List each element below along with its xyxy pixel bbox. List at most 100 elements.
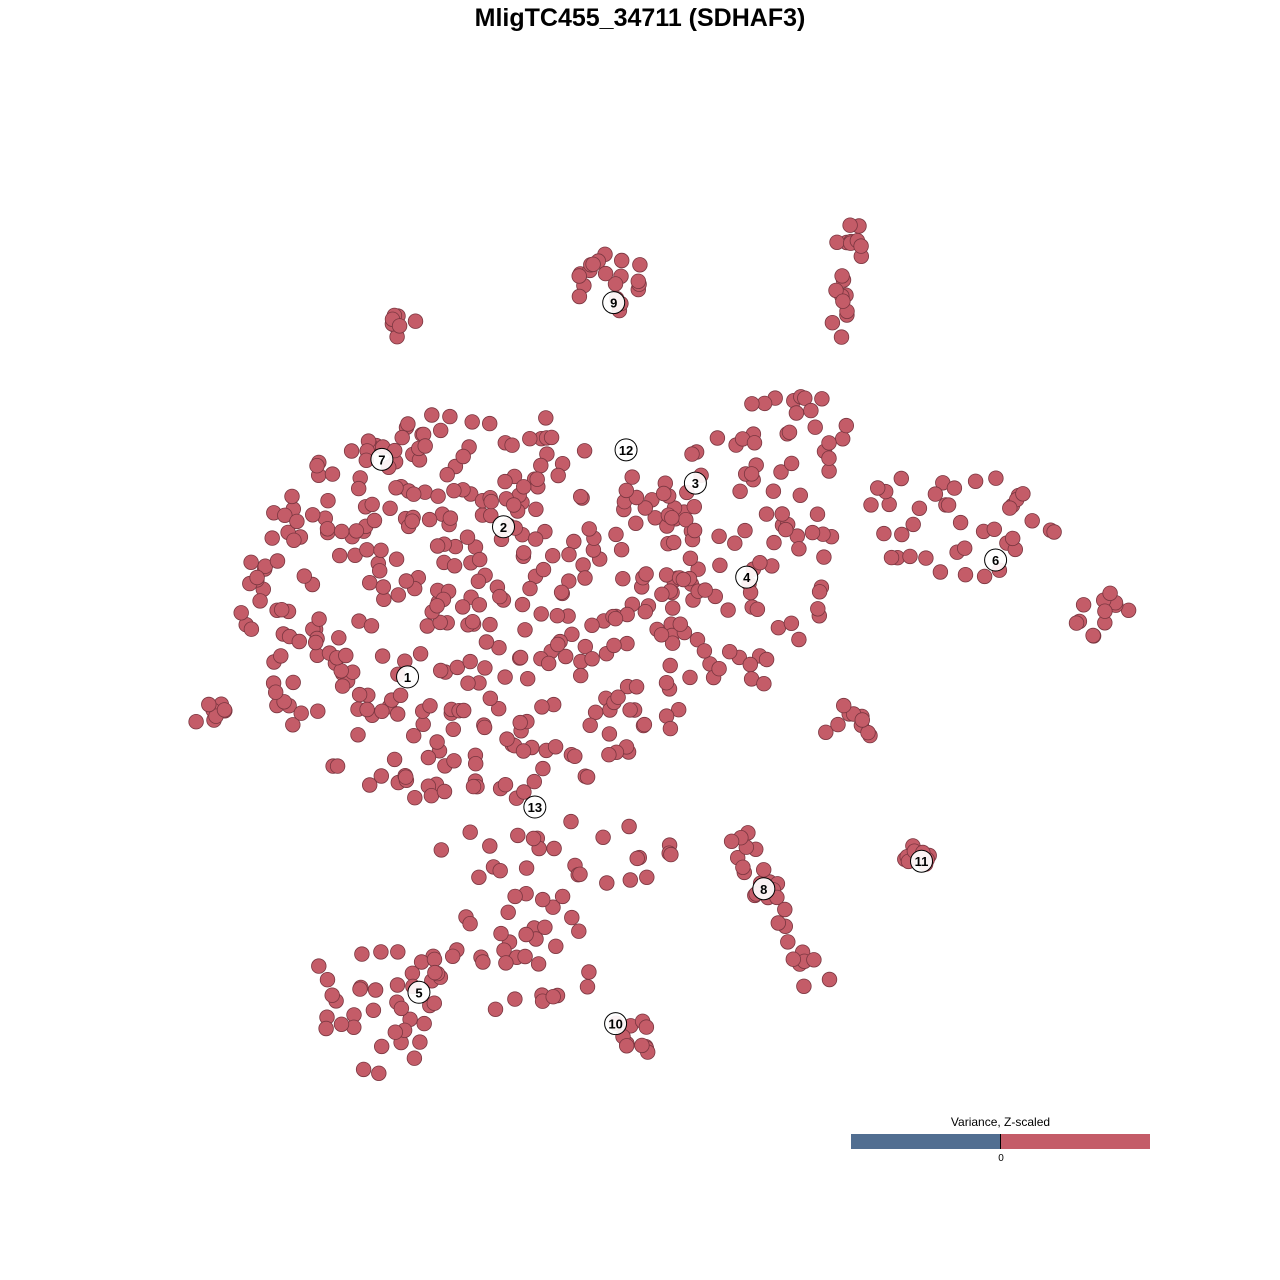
data-point <box>436 783 453 800</box>
data-point <box>308 634 324 651</box>
data-point <box>371 1065 387 1082</box>
data-point <box>662 657 678 674</box>
data-point <box>584 617 600 634</box>
data-point <box>386 751 403 768</box>
data-point <box>533 606 549 622</box>
data-point <box>664 510 680 526</box>
data-point <box>595 829 611 846</box>
data-point <box>482 415 498 432</box>
data-point <box>905 516 921 533</box>
cluster-label-circle <box>735 565 759 589</box>
cluster-label-text: 11 <box>915 854 929 869</box>
data-point <box>894 526 910 543</box>
cluster-label-8: 8 <box>752 877 776 901</box>
data-point <box>613 542 630 558</box>
data-point <box>828 282 844 299</box>
data-point <box>585 256 601 273</box>
data-point <box>419 618 436 634</box>
data-point <box>811 584 828 600</box>
data-point <box>445 721 462 738</box>
data-point <box>460 675 476 691</box>
data-point <box>546 840 562 857</box>
data-point <box>343 443 360 459</box>
data-point <box>711 528 727 545</box>
data-point <box>497 473 513 490</box>
data-point <box>359 701 375 718</box>
data-point <box>477 660 493 676</box>
data-point <box>286 532 302 549</box>
data-point <box>720 602 736 618</box>
data-point <box>515 743 532 759</box>
data-point <box>404 513 420 529</box>
cluster-label-text: 1 <box>404 670 411 685</box>
data-point <box>601 747 617 763</box>
data-point <box>744 396 760 412</box>
data-point <box>498 955 514 971</box>
data-point <box>584 651 600 667</box>
cluster-label-6: 6 <box>984 548 1008 572</box>
data-point <box>637 604 654 620</box>
data-point <box>406 728 422 744</box>
data-point <box>653 627 670 643</box>
data-point <box>545 989 561 1005</box>
data-point <box>579 769 596 785</box>
data-point <box>518 926 534 943</box>
data-point <box>564 626 580 643</box>
data-point <box>324 987 340 1003</box>
data-point <box>621 818 637 835</box>
data-point <box>529 471 545 487</box>
data-point <box>770 915 787 931</box>
data-point <box>622 702 638 718</box>
cluster-label-2: 2 <box>492 515 515 539</box>
data-point <box>778 521 794 538</box>
data-point <box>482 838 498 854</box>
data-point <box>781 424 798 441</box>
chart-title: MligTC455_34711 (SDHAF3) <box>474 4 806 32</box>
data-point <box>634 1037 650 1054</box>
data-point <box>810 601 826 617</box>
data-point <box>491 701 507 717</box>
data-point <box>742 656 759 673</box>
data-point <box>334 678 351 694</box>
data-point <box>893 470 910 487</box>
data-point <box>554 888 571 905</box>
data-point <box>1015 486 1031 502</box>
data-point <box>783 455 800 472</box>
data-point <box>550 636 566 653</box>
data-point <box>439 467 455 483</box>
data-point <box>818 724 834 741</box>
data-point <box>607 611 624 627</box>
data-point <box>576 443 593 459</box>
data-point <box>870 480 886 496</box>
data-point <box>587 704 604 721</box>
data-point <box>406 486 422 502</box>
data-point <box>807 419 823 435</box>
data-point <box>493 925 509 942</box>
data-point <box>319 521 336 537</box>
data-point <box>522 431 538 447</box>
data-point <box>331 630 347 646</box>
data-point <box>390 944 406 960</box>
data-point <box>881 496 897 513</box>
data-point <box>927 486 944 502</box>
cluster-label-text: 10 <box>608 1017 622 1032</box>
data-point <box>393 1000 410 1017</box>
data-point <box>788 405 805 421</box>
data-point <box>465 778 482 795</box>
data-point <box>449 659 466 676</box>
data-point <box>492 588 508 605</box>
data-point <box>549 608 566 624</box>
data-point <box>534 699 550 715</box>
data-point <box>277 507 293 524</box>
data-point <box>619 1038 635 1054</box>
data-point <box>446 558 463 574</box>
data-point <box>863 497 879 513</box>
data-point <box>608 526 624 543</box>
data-point <box>637 500 654 516</box>
data-point <box>746 435 763 451</box>
data-point <box>268 684 284 700</box>
data-point <box>285 674 301 691</box>
data-point <box>752 555 768 571</box>
data-point <box>429 734 445 750</box>
data-point <box>567 748 583 765</box>
